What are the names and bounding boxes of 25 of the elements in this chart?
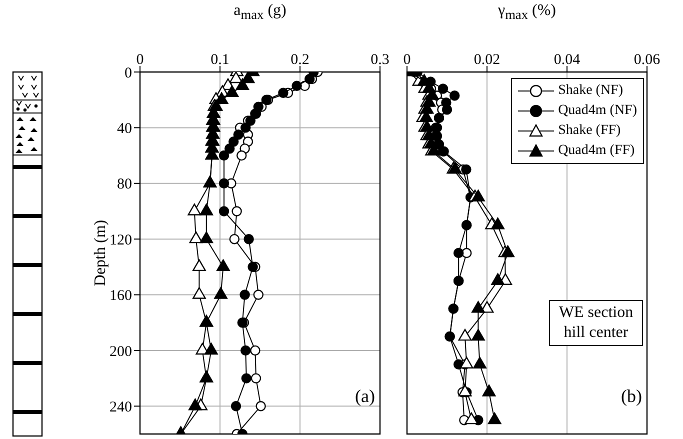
legend-label: Shake (NF) [558,83,623,99]
x-tick-label: 0.1 [210,52,230,68]
legend-label: Shake (FF) [558,123,621,139]
y-tick-label: 240 [110,399,132,416]
x-tick-label: 0.04 [554,52,581,68]
y-axis-title: Depth (m) [92,220,110,286]
legend-label: Quad4m (FF) [558,143,635,159]
x-tick-label: 0.2 [290,52,310,68]
annotation: WE section hill center [549,300,643,346]
legend-label: Quad4m (NF) [558,103,637,119]
y-tick-label: 200 [110,344,132,360]
x-tick-label: 0.3 [370,52,390,68]
y-tick-label: 40 [117,121,132,138]
y-tick-label: 0 [124,65,132,82]
x-tick-label: 0.02 [474,52,500,68]
x-tick-label: 0 [136,52,144,68]
x-tick-label: 0.06 [634,52,661,68]
x-axis-title: a$_{max}$ (g) [232,2,288,24]
x-tick-label: 0 [403,52,411,68]
y-tick-label: 120 [110,232,132,248]
y-tick-label: 80 [117,176,132,193]
x-axis-title: γ$_{max}$ (%) [496,2,557,24]
annotation: (a) [355,386,375,407]
y-tick-label: 160 [110,288,132,304]
annotation: (b) [621,386,642,407]
